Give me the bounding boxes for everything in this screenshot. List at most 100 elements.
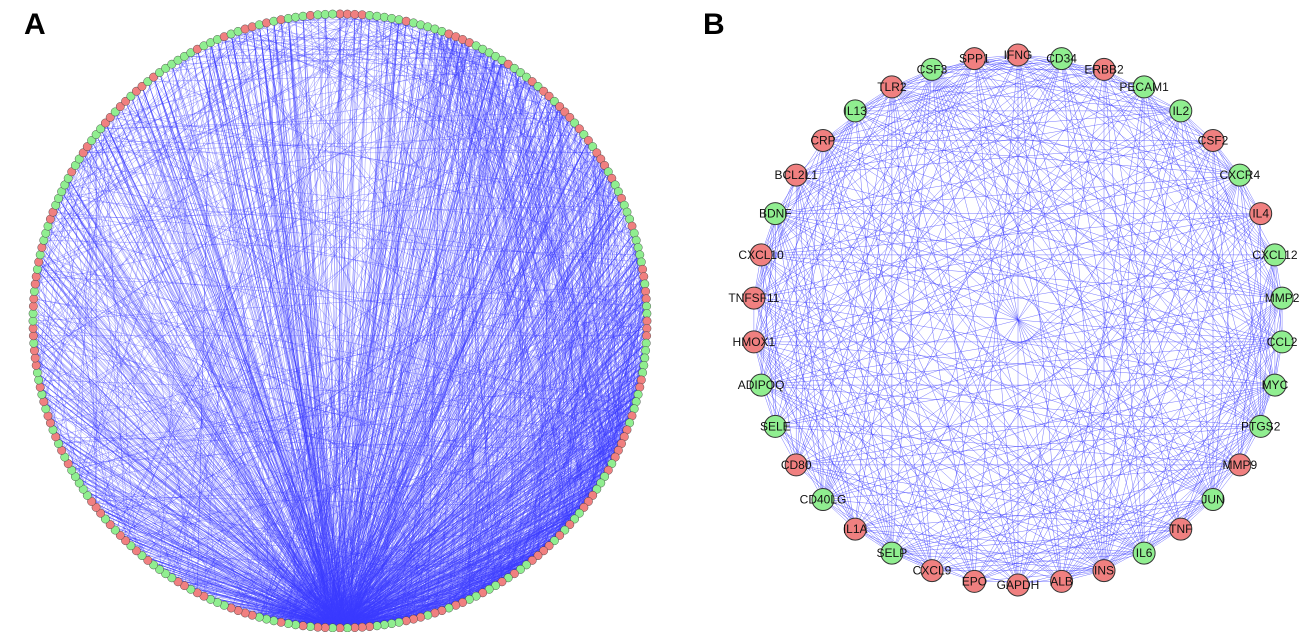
network-b-node-label: IL13 (844, 104, 868, 118)
network-b-node-label: MYC (1262, 378, 1289, 392)
network-b-node-crp: CRP (810, 129, 836, 152)
network-b-node-circle (763, 414, 787, 438)
network-b-node-circle (742, 286, 766, 310)
network-b-node-label: SPP1 (959, 52, 990, 66)
network-b-node-ccl2: CCL2 (1267, 330, 1298, 354)
network-b-node-label: EPO (962, 574, 987, 588)
network-b-node-epo: EPO (962, 569, 987, 593)
network-a-node (516, 565, 525, 574)
network-b-node-label: INS (1094, 564, 1114, 578)
network-b-node-ptgs2: PTGS2 (1241, 414, 1281, 438)
network-a-node (161, 569, 171, 579)
network-b-node-il1a: IL1A (843, 517, 868, 541)
network-b-node-label: PECAM1 (1119, 80, 1169, 94)
network-b-node-ifng: IFNG (1004, 43, 1032, 67)
network-b-node-jun: JUN (1201, 488, 1225, 511)
network-a-node (96, 124, 106, 134)
network-a-node (87, 497, 97, 506)
network-b-node-circle (1050, 47, 1074, 71)
network-b-node-circle (1263, 373, 1287, 397)
network-b-node-label: TNFSF11 (728, 291, 779, 305)
network-b-node-sele: SELE (760, 414, 791, 438)
network-b-node-circle (749, 243, 773, 267)
network-a-node (588, 142, 598, 152)
network-b-node-cd80: CD80 (781, 453, 812, 477)
network-b-node-circle (742, 330, 766, 354)
network-b-node-circle (749, 373, 773, 397)
network-b-edge-path (753, 54, 1283, 586)
network-a-node (91, 130, 101, 140)
network-a-node (522, 560, 531, 570)
network-b-node-pecam1: PECAM1 (1119, 75, 1169, 99)
network-b-node-circle (1228, 453, 1252, 477)
network-a-node (115, 102, 125, 112)
network-b-node-label: BDNF (759, 207, 792, 221)
network-a-node (592, 484, 602, 494)
network-a-node (110, 525, 120, 535)
network-a-node (96, 508, 106, 518)
network-a-node (510, 63, 519, 73)
network-b-node-label: MMP2 (1265, 291, 1300, 305)
network-b-node-circle (880, 75, 904, 99)
network-a-node (565, 520, 575, 529)
network-b-node-alb: ALB (1050, 569, 1074, 593)
network-b-node-circle (1050, 569, 1074, 593)
network-a-node (155, 565, 164, 574)
network-a-node (105, 520, 115, 529)
network-a-node (539, 546, 548, 556)
network-b-node-circle (1006, 43, 1030, 67)
network-a-node (131, 546, 141, 556)
network-a-node (137, 82, 147, 91)
network-b-node-label: IL2 (1172, 104, 1189, 118)
network-a-node (584, 497, 593, 506)
network-a-node (101, 118, 110, 128)
network-a-nodes (28, 9, 652, 632)
network-a-node (328, 9, 337, 19)
network-a-node (510, 569, 519, 579)
network-b-node-circle (1228, 163, 1252, 187)
network-b-node-cxcl12: CXCL12 (1252, 243, 1298, 267)
network-b-node-erbb2: ERBB2 (1084, 57, 1124, 81)
network-b-node-circle (784, 163, 808, 187)
network-a-node (560, 107, 570, 117)
network-a-node (575, 508, 584, 518)
network-b-node-label: TLR2 (877, 80, 907, 94)
network-b-node-label: CD34 (1046, 52, 1077, 66)
network-b-node-cxcr4: CXCR4 (1219, 163, 1260, 187)
network-b-node-label: CXCL10 (738, 248, 784, 262)
network-b-node-circle (843, 517, 867, 541)
network-b-node-csf2: CSF2 (1198, 129, 1229, 152)
network-a-node (149, 72, 159, 82)
network-a-node (588, 490, 598, 500)
network-a-node (516, 68, 525, 78)
network-b-node-myc: MYC (1262, 373, 1289, 397)
network-a-node (533, 551, 543, 560)
network-b-node-label: ADIPOQ (738, 378, 785, 392)
network-b-edges (753, 54, 1283, 586)
network-a-node (570, 514, 579, 524)
network-a-node (527, 77, 537, 87)
network-a-node (143, 556, 153, 565)
network-b-node-label: SELE (760, 419, 791, 433)
network-b-node-label: TNF (1169, 522, 1192, 536)
network-a-node (533, 82, 543, 91)
network-b-node-circle (1169, 99, 1193, 123)
network-b-node-label: ERBB2 (1084, 62, 1124, 76)
network-a-node (550, 96, 559, 106)
network-b-node-circle (1249, 202, 1273, 226)
network-b-node-hmox1: HMOX1 (733, 330, 776, 354)
network-b-node-label: CCL2 (1267, 335, 1298, 349)
network-b-node-label: JUN (1201, 493, 1224, 507)
network-a-node (173, 577, 183, 587)
network-b-node-circle (1092, 559, 1116, 583)
network-b-node-circle (962, 47, 986, 71)
network-a-node (575, 124, 584, 134)
network-b-node-adipoq: ADIPOQ (738, 373, 785, 397)
network-b-node-il13: IL13 (844, 99, 868, 123)
network-b-node-cd40lg: CD40LG (800, 488, 846, 511)
network-b-node-gapdh: GAPDH (997, 573, 1039, 597)
network-b-node-label: CRP (810, 134, 835, 148)
network-b-node-circle (1270, 286, 1294, 310)
network-b-node-label: HMOX1 (733, 335, 776, 349)
network-b-node-circle (811, 488, 835, 511)
